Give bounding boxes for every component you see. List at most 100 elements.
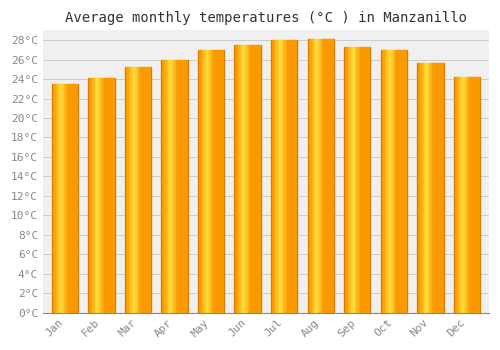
Bar	[388, 50, 390, 313]
Bar	[287, 40, 288, 313]
Bar	[222, 50, 223, 313]
Bar	[399, 50, 400, 313]
Bar	[308, 39, 309, 313]
Bar	[246, 45, 248, 313]
Bar	[74, 84, 76, 313]
Bar	[390, 50, 391, 313]
Bar	[126, 68, 128, 313]
Bar	[211, 50, 212, 313]
Bar	[248, 45, 249, 313]
Bar	[280, 40, 281, 313]
Bar	[208, 50, 210, 313]
Bar	[432, 63, 433, 313]
Bar	[344, 47, 346, 313]
Bar	[456, 77, 458, 313]
Bar	[130, 68, 132, 313]
Bar	[98, 78, 99, 313]
Bar	[252, 45, 253, 313]
Bar	[254, 45, 256, 313]
Bar	[237, 45, 238, 313]
Bar	[358, 47, 360, 313]
Bar	[88, 78, 90, 313]
Bar	[418, 63, 420, 313]
Bar	[170, 60, 172, 313]
Bar	[69, 84, 70, 313]
Bar	[136, 68, 138, 313]
Bar	[369, 47, 370, 313]
Bar	[178, 60, 180, 313]
Bar	[244, 45, 245, 313]
Bar	[354, 47, 356, 313]
Bar	[110, 78, 112, 313]
Bar	[219, 50, 220, 313]
Bar	[200, 50, 202, 313]
Bar	[403, 50, 404, 313]
Bar	[326, 39, 328, 313]
Bar	[95, 78, 96, 313]
Bar	[132, 68, 134, 313]
Bar	[284, 40, 286, 313]
Bar	[173, 60, 174, 313]
Bar	[292, 40, 294, 313]
Bar	[203, 50, 204, 313]
Bar	[424, 63, 425, 313]
Bar	[240, 45, 241, 313]
Bar	[256, 45, 257, 313]
Bar	[320, 39, 321, 313]
Bar	[104, 78, 106, 313]
Bar	[102, 78, 103, 313]
Bar	[180, 60, 181, 313]
Bar	[236, 45, 237, 313]
Bar	[238, 45, 240, 313]
Bar	[181, 60, 182, 313]
Bar	[322, 39, 324, 313]
Bar	[64, 84, 65, 313]
Bar	[218, 50, 219, 313]
Bar	[366, 47, 368, 313]
Bar	[57, 84, 58, 313]
Bar	[168, 60, 170, 313]
Bar	[58, 84, 59, 313]
Bar	[214, 50, 215, 313]
Bar	[356, 47, 358, 313]
Bar	[103, 78, 104, 313]
Bar	[275, 40, 276, 313]
Bar	[352, 47, 354, 313]
Bar	[290, 40, 291, 313]
Bar	[417, 63, 418, 313]
Bar	[279, 40, 280, 313]
Bar	[54, 84, 56, 313]
Bar	[249, 45, 250, 313]
Bar	[220, 50, 222, 313]
Bar	[472, 77, 474, 313]
Bar	[250, 45, 252, 313]
Bar	[478, 77, 479, 313]
Bar	[368, 47, 369, 313]
Bar	[463, 77, 464, 313]
Bar	[271, 40, 272, 313]
Bar	[91, 78, 92, 313]
Bar	[438, 63, 440, 313]
Bar	[442, 63, 444, 313]
Bar	[76, 84, 78, 313]
Bar	[234, 45, 236, 313]
Bar	[350, 47, 352, 313]
Bar	[402, 50, 403, 313]
Bar	[94, 78, 95, 313]
Title: Average monthly temperatures (°C ) in Manzanillo: Average monthly temperatures (°C ) in Ma…	[65, 11, 467, 25]
Bar	[309, 39, 310, 313]
Bar	[464, 77, 466, 313]
Bar	[384, 50, 386, 313]
Bar	[479, 77, 480, 313]
Bar	[474, 77, 475, 313]
Bar	[100, 78, 102, 313]
Bar	[260, 45, 261, 313]
Bar	[406, 50, 407, 313]
Bar	[242, 45, 244, 313]
Bar	[206, 50, 207, 313]
Bar	[395, 50, 396, 313]
Bar	[404, 50, 406, 313]
Bar	[391, 50, 392, 313]
Bar	[433, 63, 434, 313]
Bar	[459, 77, 460, 313]
